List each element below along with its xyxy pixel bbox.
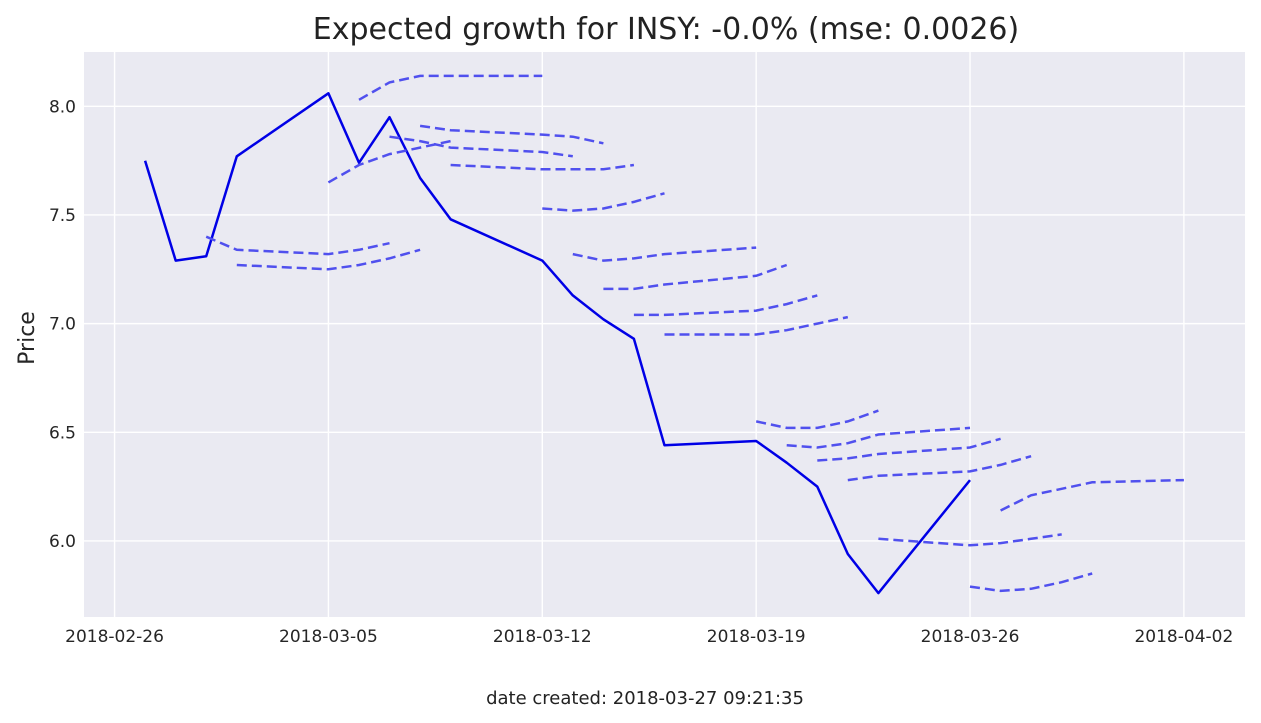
forecast-line-6 (419, 124, 604, 145)
forecast-line-5 (389, 135, 573, 158)
y-axis-ticks: 6.0 6.5 7.0 7.5 8.0 (49, 97, 76, 552)
x-tick-label: 2018-03-12 (493, 627, 592, 647)
forecast-line-3 (327, 139, 451, 184)
forecast-line-4 (358, 74, 543, 101)
x-tick-label: 2018-03-26 (921, 627, 1020, 647)
forecast-line-19 (1000, 478, 1184, 512)
y-tick-label: 6.0 (49, 532, 76, 552)
y-tick-label: 7.0 (49, 315, 76, 335)
forecast-line-13 (755, 409, 879, 430)
forecast-line-17 (878, 533, 1062, 547)
x-axis-ticks: 2018-02-26 2018-03-05 2018-03-12 2018-03-19… (65, 627, 1233, 647)
actual-price-line (143, 92, 971, 595)
forecast-line-18 (969, 572, 1093, 593)
chart-title: Expected growth for INSY: -0.0% (mse: 0.… (313, 12, 1019, 47)
forecast-line-10 (603, 263, 788, 291)
y-tick-label: 6.5 (49, 423, 76, 443)
forecast-line-1 (205, 235, 390, 256)
y-axis-label: Price (15, 311, 40, 365)
date-created-footer: date created: 2018-03-27 09:21:35 (486, 688, 804, 709)
forecast-line-15 (817, 437, 1001, 462)
forecast-line-11 (633, 294, 818, 317)
forecast-line-16 (847, 454, 1032, 482)
series-layer (143, 74, 1184, 595)
x-tick-label: 2018-02-26 (65, 627, 164, 647)
x-tick-label: 2018-03-05 (279, 627, 378, 647)
forecast-line-9 (572, 246, 757, 262)
forecast-line-14 (786, 426, 971, 449)
forecast-line-12 (664, 315, 849, 336)
forecast-line-2 (236, 248, 421, 271)
grid-lines (84, 52, 1245, 617)
y-tick-label: 8.0 (49, 97, 76, 117)
x-tick-label: 2018-03-19 (707, 627, 806, 647)
y-tick-label: 7.5 (49, 206, 76, 226)
x-tick-label: 2018-04-02 (1134, 627, 1233, 647)
forecast-line-8 (542, 192, 665, 212)
forecast-line-7 (450, 163, 635, 171)
